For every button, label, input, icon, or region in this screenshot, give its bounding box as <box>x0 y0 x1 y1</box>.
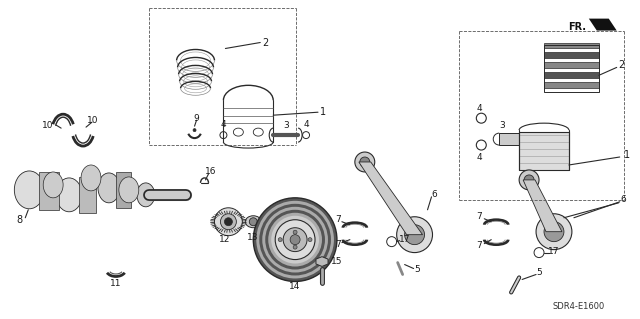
Circle shape <box>253 198 337 281</box>
Text: 2: 2 <box>262 38 268 48</box>
Text: 6: 6 <box>431 190 437 199</box>
Circle shape <box>220 214 236 230</box>
Circle shape <box>536 214 572 249</box>
Text: 5: 5 <box>536 268 542 277</box>
Bar <box>544 63 599 68</box>
Polygon shape <box>523 180 562 232</box>
Circle shape <box>193 129 196 132</box>
Circle shape <box>524 175 534 185</box>
Text: 7: 7 <box>335 215 340 224</box>
Text: 4: 4 <box>221 120 226 129</box>
Bar <box>544 52 599 58</box>
Circle shape <box>283 228 307 252</box>
Text: 17: 17 <box>399 235 410 244</box>
Text: 8: 8 <box>16 215 22 225</box>
Text: 7: 7 <box>476 241 482 250</box>
Circle shape <box>265 210 325 270</box>
Text: 7: 7 <box>476 212 482 221</box>
Circle shape <box>293 245 297 249</box>
Text: 2: 2 <box>618 60 625 70</box>
Ellipse shape <box>98 173 120 203</box>
Circle shape <box>225 218 232 226</box>
Polygon shape <box>39 172 59 210</box>
Circle shape <box>308 238 312 241</box>
Bar <box>544 42 599 48</box>
Text: 3: 3 <box>499 121 505 130</box>
Text: 13: 13 <box>246 233 258 242</box>
Circle shape <box>404 225 424 245</box>
Bar <box>544 72 599 78</box>
Text: 4: 4 <box>303 120 309 129</box>
Text: 10: 10 <box>42 121 54 130</box>
Text: 16: 16 <box>205 167 216 176</box>
Text: 3: 3 <box>284 121 289 130</box>
Circle shape <box>268 213 322 267</box>
Text: SDR4-E1600: SDR4-E1600 <box>553 302 605 311</box>
Text: 4: 4 <box>477 152 482 161</box>
Circle shape <box>271 216 319 263</box>
Bar <box>544 45 599 92</box>
Polygon shape <box>589 19 617 31</box>
Ellipse shape <box>245 216 261 228</box>
Circle shape <box>397 217 433 253</box>
Circle shape <box>293 230 297 234</box>
Text: 12: 12 <box>219 235 230 244</box>
Polygon shape <box>359 162 422 235</box>
Circle shape <box>290 235 300 245</box>
Text: 9: 9 <box>194 114 200 123</box>
Circle shape <box>278 238 282 241</box>
Text: 10: 10 <box>87 116 99 125</box>
Text: 17: 17 <box>548 247 560 256</box>
Text: 1: 1 <box>320 107 326 117</box>
Circle shape <box>544 222 564 241</box>
Ellipse shape <box>56 178 82 212</box>
Text: 11: 11 <box>110 279 122 288</box>
Bar <box>519 132 569 170</box>
Ellipse shape <box>44 172 63 198</box>
Text: 4: 4 <box>477 104 482 113</box>
Ellipse shape <box>14 171 44 209</box>
Circle shape <box>259 204 331 276</box>
Polygon shape <box>116 172 131 208</box>
Bar <box>499 133 529 145</box>
Bar <box>544 82 599 88</box>
Polygon shape <box>316 257 328 266</box>
Polygon shape <box>79 177 96 213</box>
Text: 1: 1 <box>623 150 630 160</box>
Text: 6: 6 <box>621 195 627 204</box>
Circle shape <box>214 208 243 236</box>
Text: 15: 15 <box>331 257 342 266</box>
Circle shape <box>262 207 328 272</box>
Text: 14: 14 <box>289 282 301 291</box>
Circle shape <box>519 170 539 190</box>
Circle shape <box>360 157 370 167</box>
Ellipse shape <box>137 183 155 207</box>
Circle shape <box>355 152 375 172</box>
Circle shape <box>250 218 257 226</box>
Circle shape <box>256 201 334 278</box>
Text: 7: 7 <box>335 240 340 249</box>
Text: FR.: FR. <box>568 22 586 32</box>
Ellipse shape <box>119 177 139 203</box>
Ellipse shape <box>81 165 101 191</box>
Text: 5: 5 <box>415 265 420 274</box>
Circle shape <box>275 220 315 260</box>
